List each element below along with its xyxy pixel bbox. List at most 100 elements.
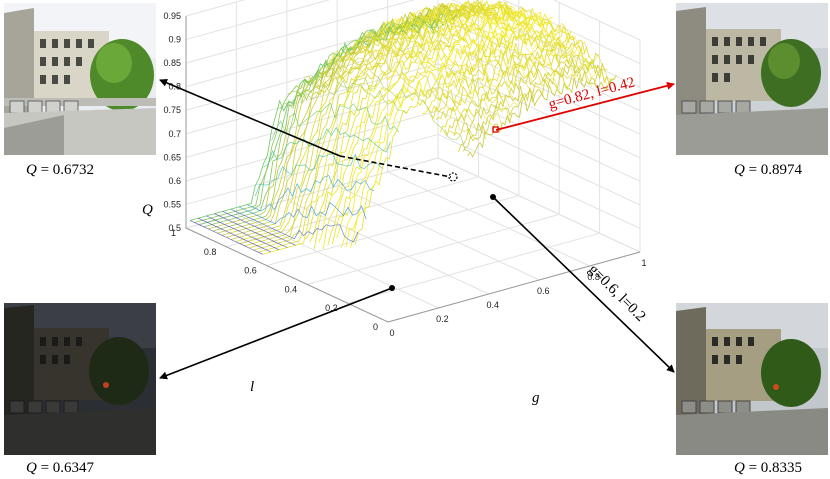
surface-line — [238, 202, 367, 225]
photo-bottom-right — [676, 303, 828, 455]
surface-line — [352, 18, 536, 98]
optimal-point-marker — [492, 126, 499, 133]
x-tick-label: 0 — [389, 328, 394, 338]
annotation-red: g=0.82, l=0.42 — [547, 74, 637, 112]
wall-grid-line — [185, 86, 439, 158]
surface-line — [309, 4, 517, 242]
x-axis-label: g — [532, 390, 540, 406]
surface-line — [360, 16, 544, 94]
surface-line — [271, 102, 400, 141]
x-tick-label: 0.4 — [487, 300, 500, 310]
surface-line — [295, 65, 478, 141]
surface-line — [369, 12, 552, 90]
building-photo-dark-image — [4, 303, 156, 455]
surface-line — [206, 215, 280, 251]
q-label-bottom-left: Q = 0.6347 — [25, 460, 95, 476]
surface-line — [393, 2, 576, 80]
surface-line — [222, 211, 296, 246]
surface-line — [189, 220, 263, 255]
x-tick-label: 0.6 — [537, 286, 550, 296]
surface-line — [377, 7, 560, 95]
building-photo-enhanced-image — [676, 3, 828, 155]
surface-line — [263, 127, 391, 168]
surface-line — [313, 2, 522, 250]
surface-mesh — [189, 0, 617, 255]
wall-grid-line — [552, 0, 641, 41]
surface-line — [279, 79, 408, 114]
wall-grid-line — [437, 110, 641, 206]
surface-line — [304, 56, 487, 140]
z-tick-label: 0.65 — [163, 152, 181, 162]
surface-line — [426, 31, 576, 114]
arrow-to-bottom-left — [159, 287, 393, 380]
arrow-to-top-left — [159, 79, 341, 157]
surface-line — [287, 72, 470, 152]
wall-grid-line — [185, 0, 246, 17]
q-label-top-right: Q = 0.8974 — [733, 162, 803, 178]
dashed-leader-line — [339, 155, 452, 178]
surface-line — [385, 5, 568, 88]
arrow-to-bottom-right — [492, 196, 675, 373]
y-tick-label: 1 — [171, 228, 176, 238]
surface-line — [221, 3, 467, 236]
axis-line — [387, 251, 641, 323]
surface-line — [434, 2, 617, 82]
surface-line — [354, 21, 563, 246]
surface-line — [212, 7, 458, 232]
surface-line — [341, 13, 549, 249]
z-tick-label: 0.55 — [163, 199, 181, 209]
y-tick-label: 0.8 — [204, 247, 217, 257]
surface-line — [426, 0, 609, 90]
photo-top-left — [4, 3, 156, 155]
surface-line — [254, 153, 383, 197]
z-tick-label: 0.9 — [168, 35, 181, 45]
y-tick-label: 0 — [373, 322, 378, 332]
floor-grid-line — [286, 199, 490, 295]
wall-grid-line — [437, 39, 641, 135]
surface-line — [444, 47, 594, 137]
surface-line — [462, 70, 613, 152]
floor-grid-line — [307, 213, 560, 285]
z-tick-label: 0.85 — [163, 58, 181, 68]
z-tick-label: 0.6 — [168, 176, 181, 186]
surface-line — [320, 40, 503, 128]
y-tick-label: 0.2 — [325, 303, 338, 313]
point-marker-bottom-left — [389, 285, 395, 291]
surface-line — [449, 52, 599, 135]
hidden-point-marker — [448, 172, 458, 182]
z-tick-label: 0.5 — [168, 223, 181, 233]
wall-grid-line — [185, 0, 416, 64]
wall-grid-line — [185, 39, 439, 111]
x-tick-label: 0.2 — [436, 314, 449, 324]
surface-line — [198, 217, 272, 253]
wall-grid-line — [185, 110, 439, 182]
point-marker-black — [490, 194, 496, 200]
surface-line — [417, 0, 601, 79]
surface-line — [409, 3, 593, 87]
wall-grid-line — [185, 0, 331, 41]
floor-grid-line — [236, 213, 439, 309]
annotation-black: g=0.6, l=0.2 — [585, 262, 648, 325]
surface-line — [336, 29, 519, 108]
y-tick-label: 0.6 — [244, 266, 257, 276]
floor-grid-line — [336, 185, 540, 281]
z-tick-label: 0.7 — [168, 129, 181, 139]
q-label-top-left: Q = 0.6732 — [25, 162, 95, 178]
z-tick-label: 0.75 — [163, 105, 181, 115]
surface-line — [458, 61, 608, 153]
surface-line — [214, 213, 288, 248]
y-tick-label: 0.4 — [285, 284, 298, 294]
building-photo-image — [4, 3, 156, 155]
surface-line — [230, 208, 359, 243]
y-axis-label: l — [250, 379, 254, 395]
wall-grid-line — [437, 157, 641, 253]
z-axis-label: Q — [142, 202, 153, 218]
wall-grid-line — [437, 86, 641, 182]
building-photo-bright-image — [676, 303, 828, 455]
floor-grid-line — [266, 195, 519, 267]
surface-line — [246, 175, 375, 212]
photo-bottom-left — [4, 303, 156, 455]
x-tick-label: 1 — [641, 258, 646, 268]
z-tick-label: 0.95 — [163, 11, 181, 21]
